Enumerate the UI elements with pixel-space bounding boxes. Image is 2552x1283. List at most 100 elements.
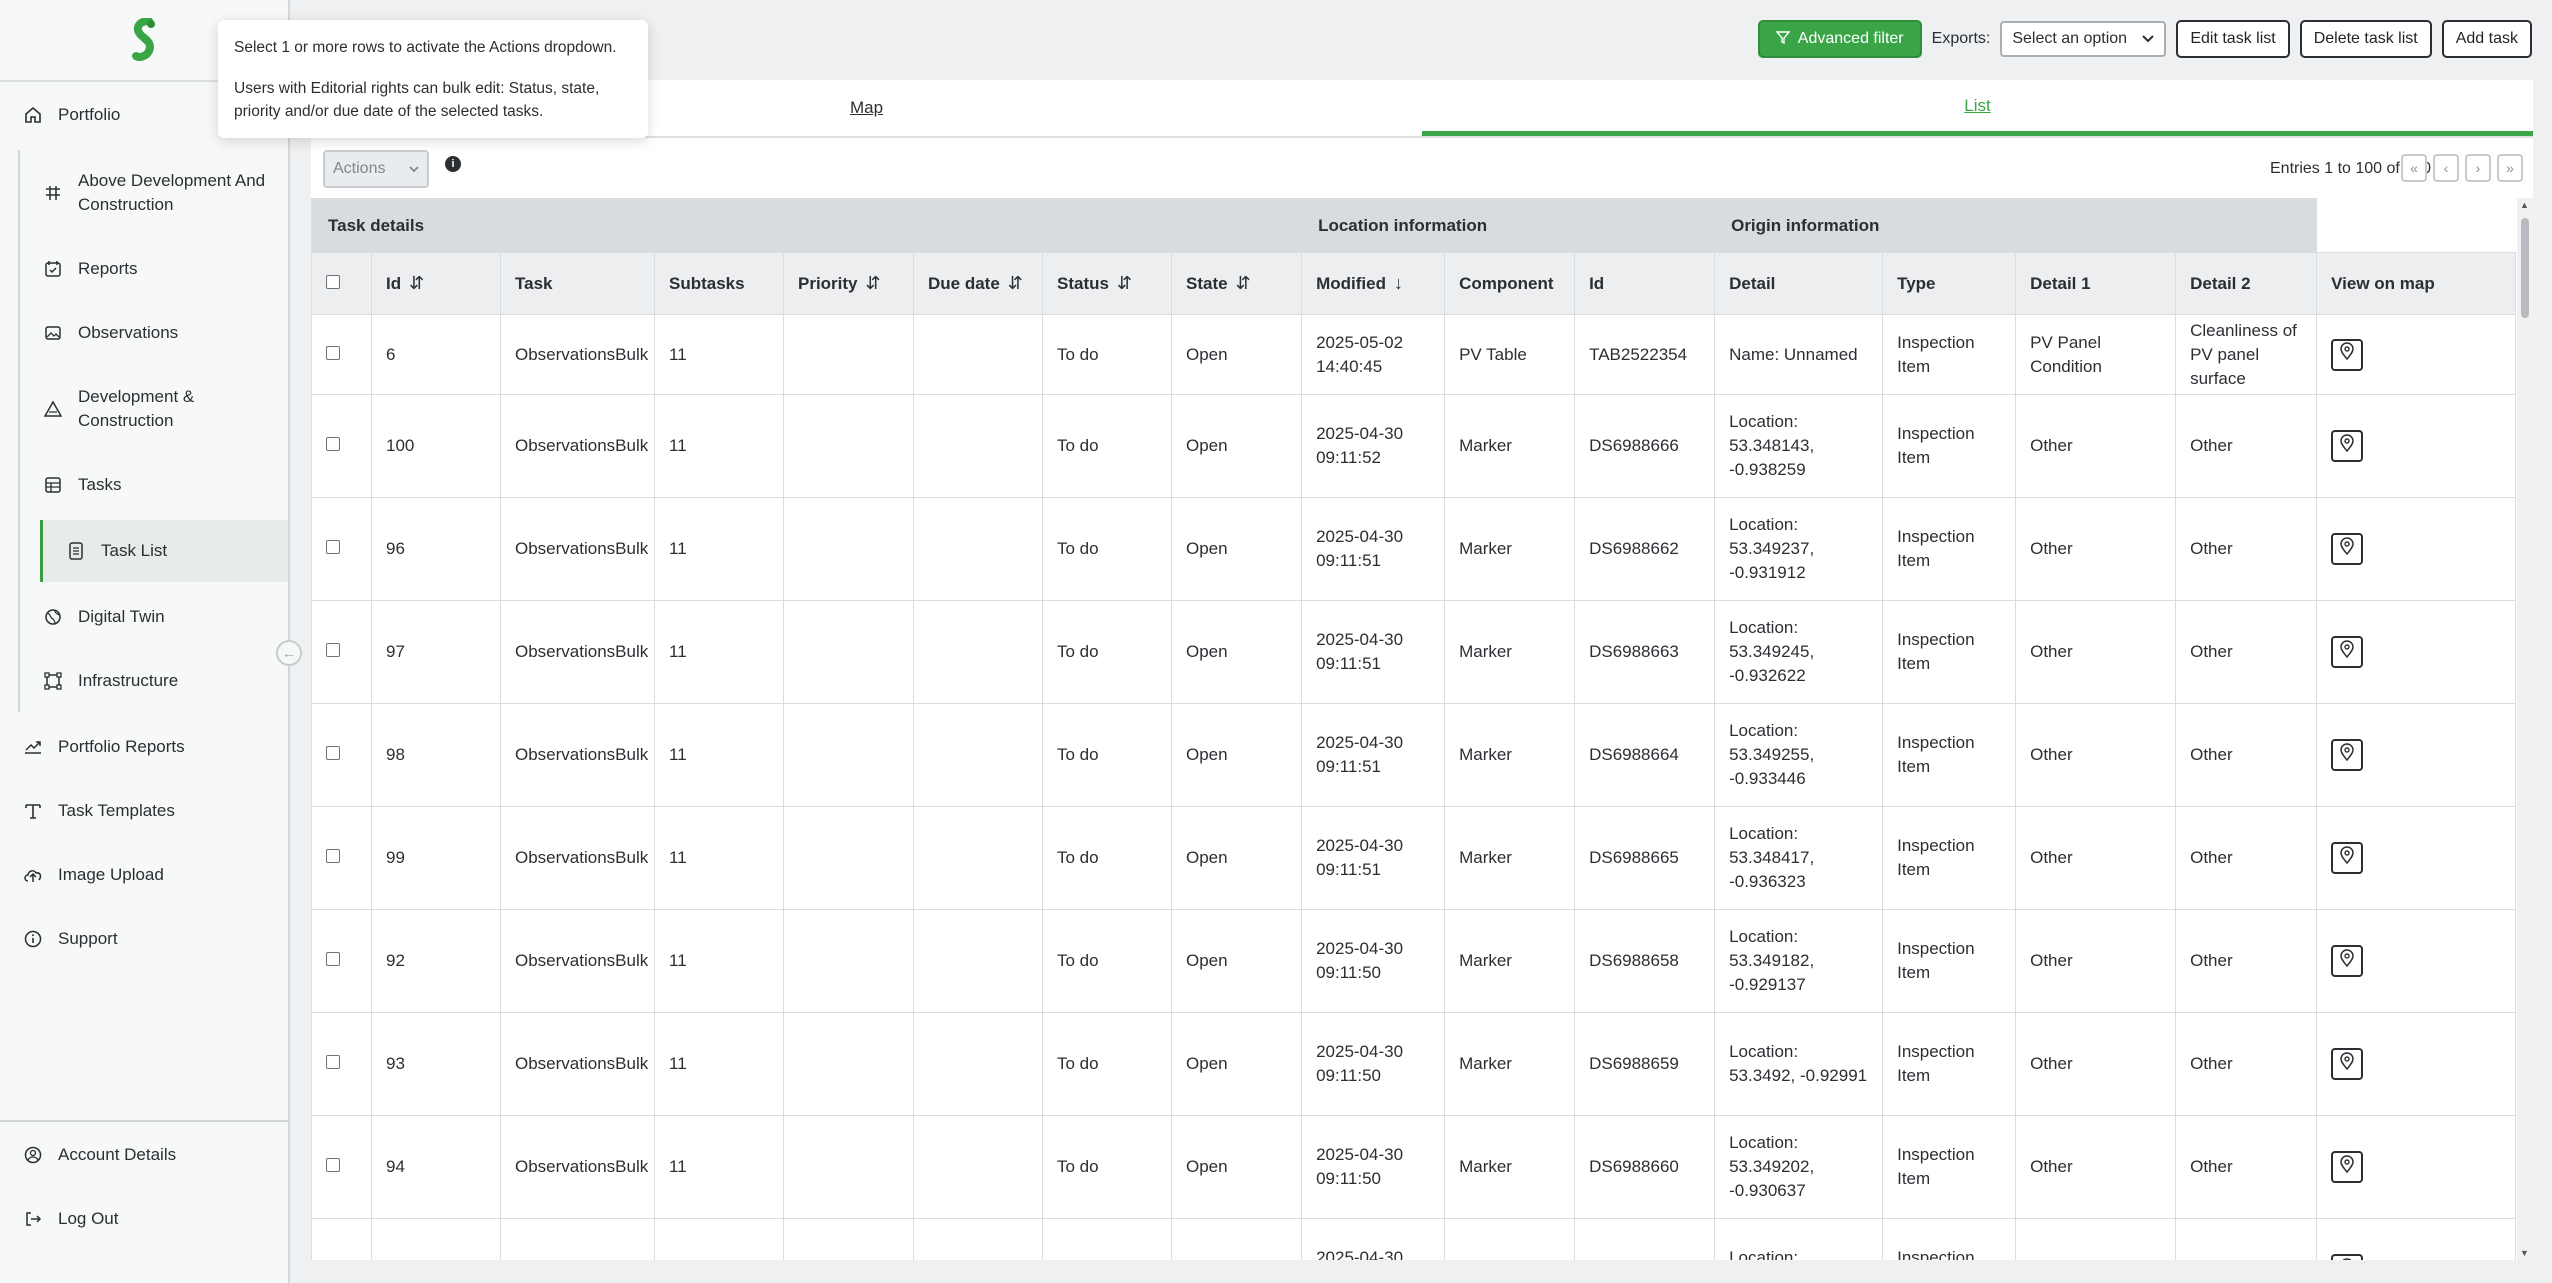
row-checkbox[interactable]: [326, 746, 340, 760]
nav-task-list[interactable]: Task List: [40, 520, 288, 582]
delete-task-list-button[interactable]: Delete task list: [2299, 20, 2432, 58]
cell-type: Inspection Item: [1882, 394, 2017, 498]
view-on-map-button[interactable]: [2331, 430, 2364, 462]
scroll-down-icon[interactable]: ▼: [2520, 1248, 2529, 1258]
edit-task-list-button[interactable]: Edit task list: [2176, 20, 2290, 58]
cell-type: Inspection Item: [1882, 703, 2017, 807]
cloud-upload-icon: [22, 864, 44, 886]
cell-subtasks: 11: [654, 1012, 784, 1116]
table-row[interactable]: 96 ObservationsBulk 11 To do Open 2025-04-30 …: [311, 497, 2516, 601]
cell-detail2: Other: [2175, 394, 2318, 498]
view-on-map-button[interactable]: [2331, 739, 2364, 771]
header-status[interactable]: Status ⇵: [1042, 252, 1172, 315]
cell-component: PV Table: [1444, 314, 1576, 395]
scrollbar-thumb[interactable]: [2521, 218, 2529, 318]
group-origin-information: Origin information: [1714, 198, 2318, 253]
pagination: « ‹ › »: [2401, 154, 2523, 182]
header-priority[interactable]: Priority ⇵: [783, 252, 914, 315]
table-row[interactable]: 99 ObservationsBulk 11 To do Open 2025-04-30 …: [311, 806, 2516, 910]
nav-portfolio[interactable]: Portfolio: [0, 100, 288, 130]
table-row[interactable]: 94 ObservationsBulk 11 To do Open 2025-04-30 …: [311, 1115, 2516, 1219]
view-on-map-button[interactable]: [2331, 1254, 2364, 1260]
cell-view-on-map: [2316, 806, 2516, 910]
view-on-map-button[interactable]: [2331, 842, 2364, 874]
group-task-details: Task details: [311, 198, 1303, 253]
row-checkbox[interactable]: [326, 849, 340, 863]
cell-due: [913, 394, 1043, 498]
view-on-map-button[interactable]: [2331, 338, 2364, 371]
sidebar: Portfolio Above Development And Construc…: [0, 0, 290, 1283]
table-row[interactable]: 93 ObservationsBulk 11 To do Open 2025-04-30 …: [311, 1012, 2516, 1116]
cell-component: Marker: [1444, 497, 1576, 601]
tab-list[interactable]: List: [1422, 80, 2533, 136]
table-row[interactable]: 95ObservationsBulk11 To doOpen2025-04-30 …: [311, 1218, 2516, 1260]
nav-portfolio-reports[interactable]: Portfolio Reports: [0, 734, 288, 760]
view-on-map-button[interactable]: [2331, 1151, 2364, 1183]
nav-observations[interactable]: Observations: [0, 320, 288, 346]
header-id[interactable]: Id ⇵: [371, 252, 501, 315]
nav-image-upload[interactable]: Image Upload: [0, 862, 288, 888]
last-page-button[interactable]: »: [2497, 154, 2523, 182]
row-checkbox[interactable]: [326, 540, 340, 554]
table-scrollbar[interactable]: ▲ ▼: [2517, 198, 2533, 1260]
prev-page-button[interactable]: ‹: [2433, 154, 2459, 182]
cell-detail: Location: 53.349202, -0.930637: [1714, 1115, 1884, 1219]
app-logo[interactable]: [0, 0, 288, 82]
header-modified[interactable]: Modified ↓: [1301, 252, 1446, 315]
advanced-filter-button[interactable]: Advanced filter: [1757, 20, 1922, 58]
nav-development-construction[interactable]: Development & Construction: [0, 384, 288, 434]
row-checkbox[interactable]: [326, 345, 340, 360]
nav-digital-twin[interactable]: Digital Twin: [0, 604, 288, 630]
trend-icon: [22, 736, 44, 758]
scroll-up-icon[interactable]: ▲: [2520, 200, 2529, 210]
header-detail-2: Detail 2: [2175, 252, 2318, 315]
cell-component: Marker: [1444, 394, 1576, 498]
view-on-map-button[interactable]: [2331, 945, 2364, 977]
table-row[interactable]: 98 ObservationsBulk 11 To do Open 2025-04-30 …: [311, 703, 2516, 807]
cell-priority: [783, 1115, 914, 1219]
sidebar-collapse-button[interactable]: ←: [276, 640, 302, 666]
cell-subtasks: 11: [654, 909, 784, 1013]
row-checkbox[interactable]: [326, 952, 340, 966]
row-checkbox[interactable]: [326, 1158, 340, 1172]
select-all-checkbox[interactable]: [326, 274, 340, 289]
view-on-map-button[interactable]: [2331, 636, 2364, 668]
nav-account-details[interactable]: Account Details: [0, 1142, 288, 1168]
first-page-button[interactable]: «: [2401, 154, 2427, 182]
next-page-button[interactable]: ›: [2465, 154, 2491, 182]
nav-support[interactable]: Support: [0, 926, 288, 952]
nav-above-development[interactable]: Above Development And Construction: [0, 168, 288, 218]
table-row[interactable]: 6 ObservationsBulk 11 To do Open 2025-05-02 1…: [311, 314, 2516, 395]
exports-select[interactable]: Select an option: [2000, 21, 2167, 57]
nav-infrastructure[interactable]: Infrastructure: [0, 668, 288, 694]
header-due-date[interactable]: Due date ⇵: [913, 252, 1043, 315]
nav-tasks[interactable]: Tasks: [0, 472, 288, 498]
table-row[interactable]: 97 ObservationsBulk 11 To do Open 2025-04-30 …: [311, 600, 2516, 704]
nav-reports[interactable]: Reports: [0, 256, 288, 282]
cell-component: Marker: [1444, 600, 1576, 704]
view-on-map-button[interactable]: [2331, 533, 2364, 565]
nav-log-out[interactable]: Log Out: [0, 1206, 288, 1232]
info-icon[interactable]: i: [445, 156, 461, 172]
globe-icon: [42, 606, 64, 628]
cell-state: Open: [1170, 497, 1303, 601]
cell-status: To do: [1042, 806, 1172, 910]
add-task-button[interactable]: Add task: [2441, 20, 2532, 58]
row-checkbox[interactable]: [326, 643, 340, 657]
cell-type: Inspection Item: [1882, 1012, 2017, 1116]
view-on-map-button[interactable]: [2331, 1048, 2364, 1080]
cell-loc-id: DS6988658: [1574, 909, 1716, 1013]
header-state[interactable]: State ⇵: [1170, 252, 1303, 315]
cell-loc-id: DS6988660: [1574, 1115, 1716, 1219]
cell-status: To do: [1042, 1115, 1172, 1219]
header-detail: Detail: [1714, 252, 1884, 315]
table-row[interactable]: 92 ObservationsBulk 11 To do Open 2025-04-30 …: [311, 909, 2516, 1013]
row-checkbox[interactable]: [326, 1055, 340, 1069]
tab-map[interactable]: Map: [849, 98, 884, 117]
cell-due: [913, 1012, 1043, 1116]
row-checkbox[interactable]: [326, 437, 340, 451]
actions-dropdown[interactable]: Actions: [323, 150, 429, 188]
table-row[interactable]: 100 ObservationsBulk 11 To do Open 2025-04-30…: [311, 394, 2516, 498]
cell-detail1: Other: [2015, 600, 2177, 704]
nav-task-templates[interactable]: Task Templates: [0, 798, 288, 824]
